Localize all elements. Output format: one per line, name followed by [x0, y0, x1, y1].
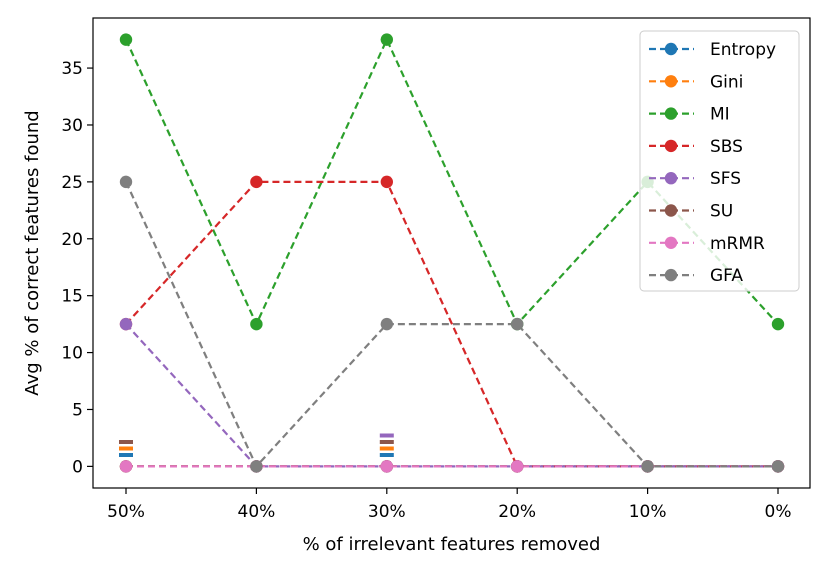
y-tick-label: 30 — [61, 116, 83, 136]
legend-marker-mrmr — [664, 236, 678, 249]
legend-label-gfa: GFA — [710, 266, 743, 286]
legend-label-sbs: SBS — [710, 137, 743, 157]
series-markers — [119, 33, 785, 473]
data-point-gfa — [641, 460, 654, 473]
legend-marker-gini — [664, 75, 678, 88]
legend-label-su: SU — [710, 202, 733, 222]
series-line-sbs — [125, 180, 778, 468]
plot-frame — [92, 17, 811, 489]
legend-label-gini: Gini — [710, 72, 743, 92]
legend-marker-entropy — [664, 42, 678, 56]
legend-box — [639, 30, 800, 292]
axis-ticks: 0 5 10 15 20 25 30 35 50% 40% 30% 20% 10% 0% — [61, 59, 791, 522]
legend-marker-sbs — [664, 139, 678, 153]
series-lines — [125, 36, 779, 469]
series-line-mi — [125, 36, 779, 327]
series-line-gfa — [125, 181, 778, 469]
legend-label-mi: MI — [710, 105, 730, 125]
data-point-gfa — [380, 317, 393, 331]
data-point-mi — [771, 317, 785, 331]
data-point-gfa — [511, 317, 524, 331]
data-point-gfa — [771, 460, 785, 473]
y-tick-label: 5 — [72, 400, 83, 420]
y-axis-label: Avg % of correct features found — [22, 110, 43, 395]
legend-label-mrmr: mRMR — [710, 234, 765, 254]
x-tick-label: 0% — [765, 502, 792, 522]
x-tick-label: 10% — [629, 502, 667, 522]
x-tick-label: 20% — [498, 502, 536, 522]
x-tick-label: 40% — [238, 502, 276, 522]
overlap-stubs — [119, 433, 394, 457]
legend-marker-sfs — [664, 172, 678, 185]
data-point-mrmr — [380, 460, 393, 473]
legend-label-sfs: SFS — [710, 169, 741, 189]
legend-marker-gfa — [664, 268, 678, 282]
legend: Entropy Gini MI SBS SFS SU mRMR GFA — [639, 30, 800, 292]
y-tick-label: 15 — [61, 287, 83, 307]
legend-marker-mi — [664, 107, 678, 120]
data-point-mi — [380, 33, 393, 46]
data-point-sbs — [380, 175, 393, 189]
y-tick-label: 35 — [61, 59, 83, 79]
x-tick-label: 30% — [368, 502, 406, 522]
data-point-mi — [119, 33, 133, 46]
legend-label-entropy: Entropy — [710, 40, 776, 60]
legend-marker-su — [664, 204, 678, 217]
y-tick-label: 0 — [72, 457, 83, 477]
x-tick-label: 50% — [107, 502, 145, 522]
x-axis-label: % of irrelevant features removed — [303, 534, 601, 555]
data-point-sfs — [119, 317, 133, 331]
y-tick-label: 25 — [61, 173, 83, 193]
y-tick-label: 20 — [61, 230, 83, 250]
data-point-mrmr — [119, 460, 133, 473]
data-point-mi — [250, 317, 263, 331]
data-point-gfa — [250, 460, 263, 473]
data-point-mrmr — [511, 460, 524, 473]
y-tick-label: 10 — [61, 344, 83, 364]
data-point-sbs — [250, 175, 263, 189]
data-point-gfa — [119, 175, 133, 189]
